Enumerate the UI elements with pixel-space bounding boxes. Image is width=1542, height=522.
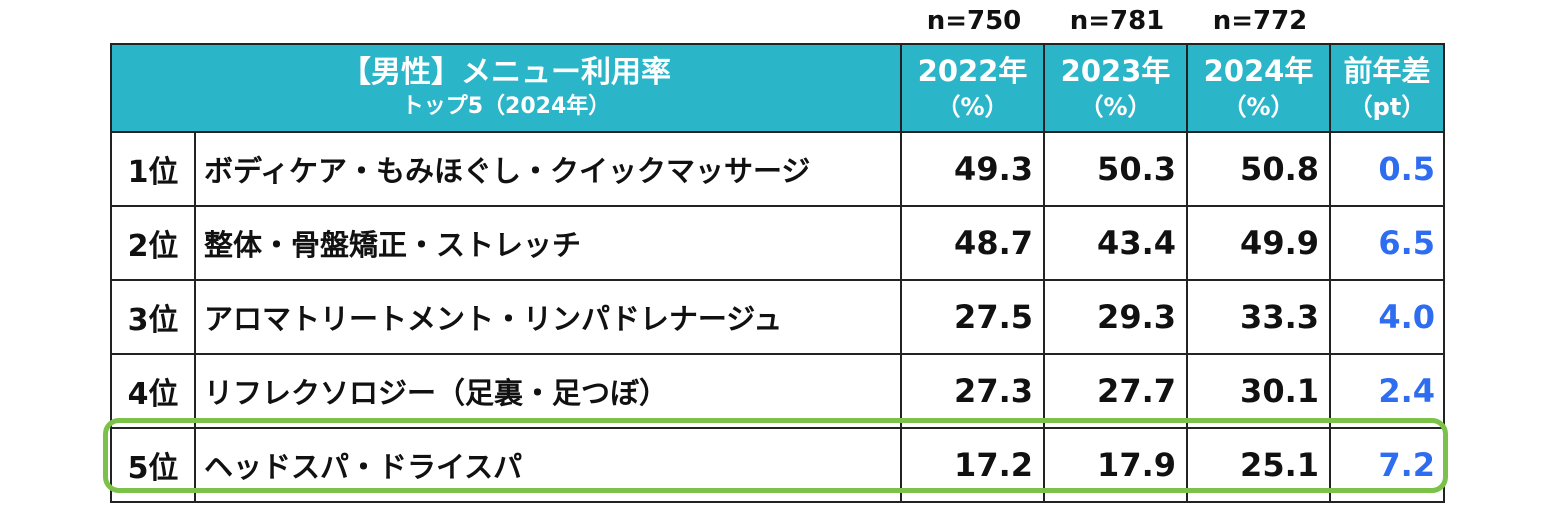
value-2024-cell: 30.1 xyxy=(1186,353,1331,429)
value-2024-cell: 33.3 xyxy=(1186,279,1331,355)
table-row: 3位 アロマトリートメント・リンパドレナージュ 27.5 29.3 33.3 4… xyxy=(110,279,1445,355)
column-header-diff: 前年差 （pt） xyxy=(1329,43,1445,133)
sample-size-row: n=750 n=781 n=772 xyxy=(0,6,1542,40)
value-2022-cell: 27.5 xyxy=(900,279,1045,355)
value-2024-cell: 50.8 xyxy=(1186,131,1331,207)
sample-size-2024: n=772 xyxy=(1212,6,1308,36)
diff-cell: 4.0 xyxy=(1329,279,1445,355)
value-2023-cell: 43.4 xyxy=(1043,205,1188,281)
value-2024-cell: 49.9 xyxy=(1186,205,1331,281)
row-highlight-frame xyxy=(103,418,1448,493)
table-subtitle: トップ5（2024年） xyxy=(401,94,611,119)
value-2022-cell: 49.3 xyxy=(900,131,1045,207)
sample-size-2023: n=781 xyxy=(1069,6,1165,36)
usage-rate-table: 【男性】メニュー利用率 トップ5（2024年） 2022年 （%） 2023年 … xyxy=(110,43,1445,503)
menu-item-cell: リフレクソロジー（足裏・足つぼ） xyxy=(194,353,902,429)
column-header-2024: 2024年 （%） xyxy=(1186,43,1331,133)
column-header-2022: 2022年 （%） xyxy=(900,43,1045,133)
diff-cell: 2.4 xyxy=(1329,353,1445,429)
value-2022-cell: 48.7 xyxy=(900,205,1045,281)
menu-item-cell: 整体・骨盤矯正・ストレッチ xyxy=(194,205,902,281)
diff-cell: 6.5 xyxy=(1329,205,1445,281)
value-2022-cell: 27.3 xyxy=(900,353,1045,429)
table-row: 2位 整体・骨盤矯正・ストレッチ 48.7 43.4 49.9 6.5 xyxy=(110,205,1445,281)
value-2023-cell: 29.3 xyxy=(1043,279,1188,355)
value-2023-cell: 50.3 xyxy=(1043,131,1188,207)
table-row: 4位 リフレクソロジー（足裏・足つぼ） 27.3 27.7 30.1 2.4 xyxy=(110,353,1445,429)
table-row: 1位 ボディケア・もみほぐし・クイックマッサージ 49.3 50.3 50.8 … xyxy=(110,131,1445,207)
menu-item-cell: ボディケア・もみほぐし・クイックマッサージ xyxy=(194,131,902,207)
rank-cell: 1位 xyxy=(110,131,196,207)
rank-cell: 4位 xyxy=(110,353,196,429)
sample-size-2022: n=750 xyxy=(926,6,1022,36)
table-title: 【男性】メニュー利用率 xyxy=(341,55,671,90)
rank-cell: 2位 xyxy=(110,205,196,281)
diff-cell: 0.5 xyxy=(1329,131,1445,207)
value-2023-cell: 27.7 xyxy=(1043,353,1188,429)
table-header-row: 【男性】メニュー利用率 トップ5（2024年） 2022年 （%） 2023年 … xyxy=(110,43,1445,133)
column-header-2023: 2023年 （%） xyxy=(1043,43,1188,133)
table-title-cell: 【男性】メニュー利用率 トップ5（2024年） xyxy=(110,43,902,133)
menu-item-cell: アロマトリートメント・リンパドレナージュ xyxy=(194,279,902,355)
rank-cell: 3位 xyxy=(110,279,196,355)
